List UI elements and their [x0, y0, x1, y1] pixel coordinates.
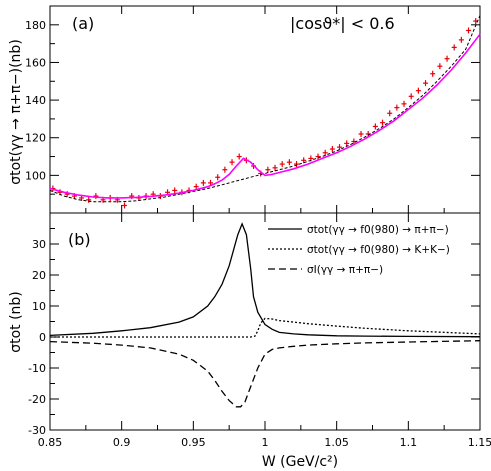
- data-point: [430, 70, 436, 77]
- panel-b-ytick-label: 10: [32, 300, 46, 313]
- data-point: [437, 63, 443, 70]
- panel-a-ytick-label: 180: [25, 19, 46, 32]
- data-point: [401, 100, 407, 107]
- panel-b-xtick-label: 1: [262, 436, 269, 449]
- data-point: [286, 159, 292, 166]
- panel-a-annotation: |cosϑ*| < 0.6: [290, 14, 395, 33]
- panel-b-ylabel: σtot (nb): [8, 291, 24, 353]
- panel-a-frame: [49, 5, 481, 214]
- panel-a: 100 120 140 160 180 (a) |cosϑ*| < 0.6 σtot(γ…: [8, 5, 481, 214]
- data-point: [394, 104, 400, 111]
- panel-a-fit-curve: [49, 33, 481, 199]
- panel-b-ytick-label: -30: [28, 424, 46, 437]
- curve-f0-kk: [50, 317, 481, 338]
- data-point: [322, 149, 328, 156]
- panel-b-ytick-label: -20: [28, 393, 46, 406]
- panel-b-xtick-label: 1.1: [400, 436, 418, 449]
- data-point: [387, 110, 393, 117]
- data-point: [372, 123, 378, 130]
- data-point: [408, 93, 414, 100]
- data-point: [86, 196, 92, 203]
- data-point: [122, 202, 128, 209]
- legend-dashed-label: σI(γγ → π+π−): [307, 264, 383, 276]
- panel-b-ytick-label: 30: [32, 238, 46, 251]
- data-point: [265, 166, 271, 173]
- data-point: [315, 153, 321, 160]
- panel-b-ytick-label: -10: [28, 362, 46, 375]
- panel-b-xtick-label: 1.15: [468, 436, 491, 449]
- legend-dotted-label: σtot(γγ → f0(980) → K+K−): [307, 244, 450, 256]
- data-point: [93, 193, 99, 200]
- panel-b-xtick-label: 1.05: [324, 436, 349, 449]
- data-point: [415, 87, 421, 94]
- panel-a-ylabel: σtot(γγ → π+π−)(nb): [8, 39, 24, 185]
- panel-b-xtick-label: 0.85: [38, 436, 63, 449]
- curve-interference: [49, 340, 481, 408]
- data-point: [344, 140, 350, 147]
- panel-b-ticks: -30 -20 -10 0 10 20 30 0.85 0.9 0.95 1 1.05 1.1 1.15: [28, 213, 491, 449]
- data-point: [272, 164, 278, 171]
- data-point: [458, 36, 464, 43]
- data-point: [451, 44, 457, 51]
- data-point: [279, 161, 285, 168]
- data-point: [193, 183, 199, 190]
- panel-a-ytick-label: 120: [25, 132, 46, 145]
- data-point: [229, 159, 235, 166]
- panel-a-ytick-label: 100: [25, 169, 46, 182]
- data-point: [200, 179, 206, 186]
- panel-a-background-curve: [49, 15, 481, 203]
- data-point: [444, 55, 450, 62]
- data-point: [172, 187, 178, 194]
- panel-a-ytick-label: 140: [25, 94, 46, 107]
- data-point: [337, 144, 343, 151]
- panel-a-ytick-label: 160: [25, 56, 46, 69]
- panel-a-ticks: 100 120 140 160 180: [25, 6, 481, 213]
- panel-b-curves: [49, 222, 481, 408]
- legend-solid-label: σtot(γγ → f0(980) → π+π−): [307, 224, 449, 236]
- data-point: [380, 119, 386, 126]
- data-point: [466, 27, 472, 34]
- panel-b-xlabel: W (GeV/c²): [262, 454, 338, 470]
- data-point: [423, 80, 429, 87]
- data-point: [294, 161, 300, 168]
- panel-b-ytick-label: 0: [39, 331, 46, 344]
- data-point: [222, 166, 228, 173]
- data-point: [215, 174, 221, 181]
- data-point: [329, 146, 335, 153]
- data-point: [358, 130, 364, 137]
- data-point: [236, 153, 242, 160]
- curve-f0-pipi: [49, 222, 481, 338]
- panel-b-xtick-label: 0.9: [113, 436, 131, 449]
- legend: σtot(γγ → f0(980) → π+π−) σtot(γγ → f0(9…: [268, 224, 450, 276]
- panel-b-label: (b): [68, 230, 91, 249]
- panel-a-label: (a): [72, 14, 94, 33]
- panel-b-ytick-label: 20: [32, 269, 46, 282]
- panel-b-xtick-label: 0.95: [181, 436, 206, 449]
- panel-a-data-series: [50, 18, 479, 209]
